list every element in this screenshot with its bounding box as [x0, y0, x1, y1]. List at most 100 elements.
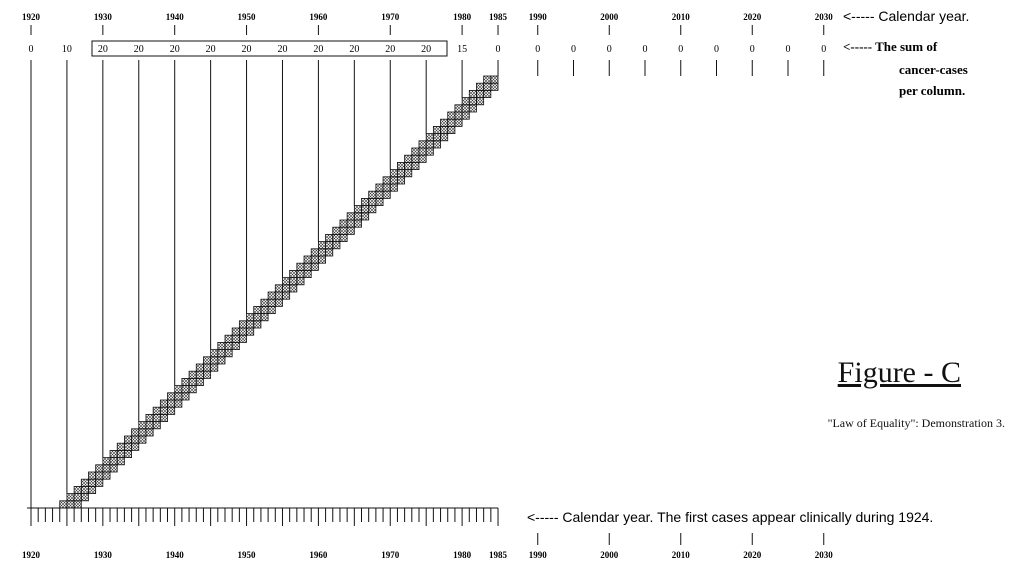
case-cell [353, 205, 362, 214]
case-cell [131, 442, 140, 451]
case-cell [231, 334, 240, 343]
case-cell [152, 421, 161, 430]
case-cell [425, 147, 434, 156]
case-cell [468, 90, 477, 99]
case-cell [102, 464, 111, 473]
case-cell [447, 118, 456, 127]
case-cell [418, 154, 427, 163]
case-cell [361, 205, 370, 214]
case-cell [274, 284, 283, 293]
case-cell [131, 428, 140, 437]
bottom-year-label: 1980 [453, 550, 472, 560]
case-cell [432, 126, 441, 135]
case-cell [102, 471, 111, 480]
case-cell [210, 349, 219, 358]
case-cell [303, 262, 312, 271]
case-cell [404, 161, 413, 170]
case-cell [296, 277, 305, 286]
case-cell [124, 449, 132, 458]
top-year-label: 1985 [489, 12, 508, 22]
case-cell [476, 97, 485, 106]
case-cell [289, 277, 298, 286]
top-year-label: 2030 [815, 12, 834, 22]
column-sum-label: 20 [170, 44, 180, 55]
case-cell [454, 104, 463, 113]
case-cell [109, 464, 118, 473]
column-sum-label: 20 [349, 44, 359, 55]
top-year-label: 1970 [381, 12, 400, 22]
top-year-label: 1930 [94, 12, 113, 22]
case-cell [389, 169, 398, 178]
top-year-label: 1960 [309, 12, 328, 22]
case-cell [88, 485, 97, 494]
case-cell [188, 385, 197, 394]
case-cell [274, 298, 283, 307]
case-cell [124, 442, 132, 451]
case-cell [246, 327, 255, 336]
column-sum-label: 20 [98, 44, 108, 55]
case-cell [454, 111, 463, 120]
case-cell [317, 241, 326, 250]
case-cell [361, 197, 370, 206]
figure-subtitle: "Law of Equality": Demonstration 3. [827, 416, 1005, 430]
case-cell [95, 471, 104, 480]
case-cell [296, 262, 305, 271]
case-cell [447, 111, 456, 120]
case-cell [325, 248, 334, 257]
case-cell [490, 75, 499, 84]
case-cell [382, 190, 391, 199]
column-sum-label: 0 [607, 44, 612, 55]
case-cell [461, 104, 470, 113]
case-cell [138, 421, 147, 430]
case-cell [296, 269, 305, 278]
case-cell [203, 363, 212, 372]
top-axis-label: <----- Calendar year. [843, 8, 969, 24]
case-cell [80, 493, 89, 502]
case-cell [260, 305, 269, 314]
bottom-year-label: 2020 [743, 550, 762, 560]
case-cell [317, 255, 326, 264]
case-cell [95, 464, 104, 473]
case-cell [425, 140, 434, 149]
case-cell [188, 377, 197, 386]
bottom-year-label: 1970 [381, 550, 400, 560]
case-cell [368, 190, 377, 199]
case-cell [73, 485, 82, 494]
case-cell [253, 313, 262, 322]
case-cell [124, 435, 132, 444]
case-cell [152, 413, 161, 422]
case-cell [88, 478, 97, 487]
bottom-year-label: 1990 [529, 550, 548, 560]
case-cell [109, 449, 118, 458]
case-cell [73, 493, 82, 502]
case-cell [468, 97, 477, 106]
case-cell [159, 399, 168, 408]
case-cell [361, 212, 370, 221]
case-cell [59, 500, 68, 509]
case-cell [116, 442, 125, 451]
top-year-label: 2010 [672, 12, 691, 22]
case-cell [159, 406, 168, 415]
case-cell [80, 485, 89, 494]
case-cell [195, 363, 204, 372]
case-cell [181, 392, 190, 401]
case-cell [353, 219, 362, 228]
bottom-year-label: 1985 [489, 550, 508, 560]
case-cell [332, 226, 341, 235]
top-year-ticks [30, 25, 825, 35]
column-sum-label: 0 [786, 44, 791, 55]
bottom-year-label: 2030 [815, 550, 834, 560]
case-cell [116, 457, 125, 466]
case-cell [382, 183, 391, 192]
column-sum-label: 0 [535, 44, 540, 55]
top-year-label: 1980 [453, 12, 472, 22]
case-cell [289, 284, 298, 293]
case-cell [440, 133, 449, 142]
bottom-year-label: 1950 [238, 550, 257, 560]
case-cell [490, 82, 499, 91]
case-cell [195, 377, 204, 386]
bottom-year-labels: 1920 1930 1940 1950 1960 1970 1980 1985 1990 2000… [22, 550, 833, 560]
case-cell [174, 399, 183, 408]
case-cell [188, 370, 197, 379]
case-cell [131, 435, 140, 444]
